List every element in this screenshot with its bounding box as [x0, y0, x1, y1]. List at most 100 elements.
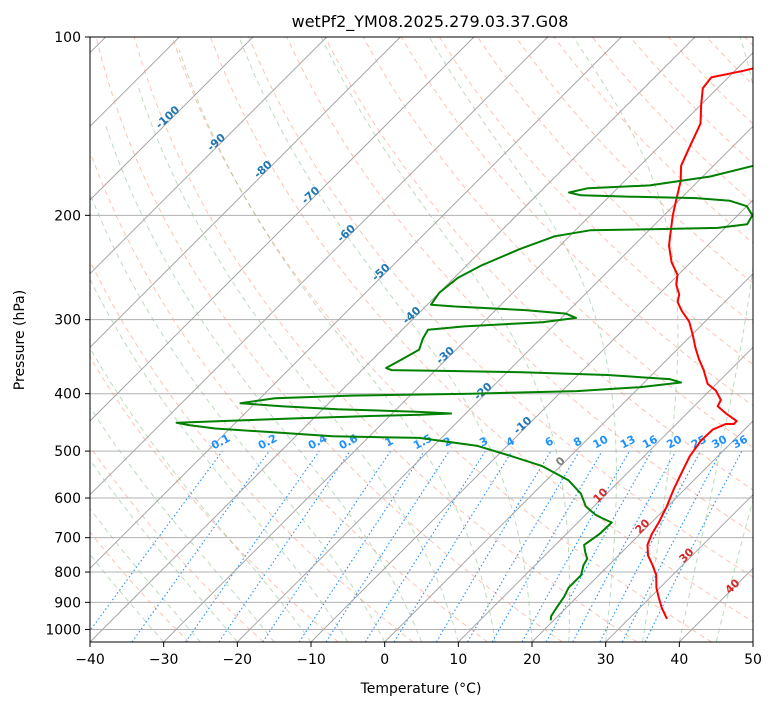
mixing-ratio-line	[185, 450, 320, 642]
mixing-ratio-label: 10	[591, 433, 611, 452]
y-tick-label: 300	[54, 313, 81, 329]
mixing-ratio-line	[644, 450, 743, 642]
isotherm-label: -60	[335, 222, 359, 245]
mixing-ratio-label: 1.5	[411, 432, 434, 453]
moist-adiabat	[90, 347, 312, 642]
dry-adiabat	[210, 37, 753, 623]
dry-adiabat	[90, 356, 339, 642]
mixing-ratio-line	[90, 450, 223, 632]
mixing-ratio-label: 16	[640, 433, 660, 452]
y-tick-label: 600	[54, 491, 81, 507]
x-tick-label: 50	[744, 652, 762, 668]
dry-adiabat	[171, 37, 712, 642]
moist-adiabat	[104, 123, 422, 642]
isotherm-line	[531, 420, 753, 642]
dry-adiabat	[400, 37, 753, 407]
isotherm-line	[90, 37, 328, 275]
moist-adiabat	[320, 37, 571, 642]
y-tick-label: 500	[54, 444, 81, 460]
dry-adiabat	[90, 259, 414, 642]
isotherm-line	[90, 37, 696, 642]
isotherm-line	[384, 272, 753, 642]
mixing-ratio-label: 13	[618, 433, 638, 452]
moist-adiabat-label: 40	[723, 576, 743, 596]
moist-adiabat	[90, 553, 165, 642]
x-tick-label: 20	[523, 652, 541, 668]
mixing-ratio-label: 30	[710, 433, 730, 452]
dry-adiabat	[90, 531, 190, 642]
mixing-ratio-line	[521, 450, 630, 642]
moist-adiabat-label: 20	[633, 516, 653, 536]
dry-adiabat	[95, 37, 563, 642]
moist-adiabat	[428, 37, 617, 642]
isotherm-line	[310, 199, 753, 642]
mixing-ratio-line	[393, 450, 513, 642]
moist-adiabat-label: 30	[677, 545, 697, 565]
isotherm-line	[90, 37, 401, 349]
mixing-ratio-line	[218, 450, 351, 642]
x-tick-label: 10	[449, 652, 467, 668]
moist-adiabat	[136, 83, 459, 642]
mixing-ratio-label: 8	[571, 434, 584, 449]
mixing-ratio-label: 36	[730, 433, 750, 452]
mixing-ratio-line	[545, 450, 653, 642]
isotherm-line	[90, 37, 549, 496]
x-tick-label: −20	[223, 652, 253, 668]
moist-adiabat	[90, 278, 349, 642]
dry-adiabat	[90, 150, 488, 642]
x-tick-label: 0	[380, 652, 389, 668]
y-tick-label: 400	[54, 387, 81, 403]
mixing-ratio-line	[435, 450, 552, 642]
isotherm-line	[90, 37, 254, 201]
dry-adiabat	[90, 445, 264, 642]
temperature-profile	[646, 67, 753, 620]
y-tick-label: 900	[54, 595, 81, 611]
mixing-ratio-line	[364, 450, 486, 642]
moist-adiabat	[572, 37, 679, 642]
moist-adiabat	[178, 49, 496, 642]
isotherm-line	[90, 37, 622, 570]
moist-adiabat	[90, 406, 275, 642]
isotherm-line	[90, 37, 475, 422]
isotherm-label: -80	[251, 158, 275, 181]
isotherm-label: -10	[511, 414, 535, 437]
x-axis-label: Temperature (°C)	[360, 681, 482, 697]
isotherm-line	[457, 346, 753, 642]
y-tick-label: 200	[54, 208, 81, 224]
mixing-ratio-label: 0.1	[209, 432, 232, 453]
axes: −40 −30 −20 −10 0 10 20 30 40 50 100 200 300 400 500 60…	[45, 30, 762, 668]
mixing-ratio-line	[572, 450, 677, 642]
mixing-ratio-line	[298, 450, 425, 642]
moist-adiabat	[90, 459, 238, 642]
mixing-ratio-label: 20	[664, 433, 684, 452]
isotherm-label: -30	[434, 344, 458, 367]
moist-adiabat	[90, 507, 201, 642]
x-tick-label: 40	[670, 652, 688, 668]
y-tick-label: 100	[54, 30, 81, 46]
dry-adiabat	[706, 37, 753, 86]
dry-adiabat	[133, 37, 638, 642]
y-tick-label: 800	[54, 565, 81, 581]
x-tick-label: −30	[149, 652, 179, 668]
isotherm-label: -70	[299, 184, 323, 207]
plot-area: -100-90-80-70-60-50-40-30-20-100.1 0.2 0.4…	[90, 37, 753, 642]
isotherm-line	[163, 51, 753, 642]
mixing-ratio-line	[131, 450, 270, 642]
isotherm-label: -20	[471, 380, 495, 403]
x-tick-label: −10	[296, 652, 326, 668]
plot-frame	[89, 36, 754, 643]
mixing-ratio-line	[325, 450, 450, 642]
mixing-ratio-line	[467, 450, 580, 642]
dry-adiabat	[248, 37, 753, 578]
moist-adiabat	[678, 37, 753, 642]
isotherm-label: -40	[400, 304, 424, 327]
x-tick-label: 30	[597, 652, 615, 668]
isotherm-line	[236, 125, 753, 642]
isotherm-line	[752, 641, 753, 642]
x-tick-label: −40	[75, 652, 105, 668]
chart-title: wetPf2_YM08.2025.279.03.37.G08	[292, 12, 569, 32]
y-tick-label: 1000	[45, 622, 81, 638]
mixing-ratio-line	[262, 450, 392, 642]
isotherm-label: -50	[369, 261, 393, 284]
